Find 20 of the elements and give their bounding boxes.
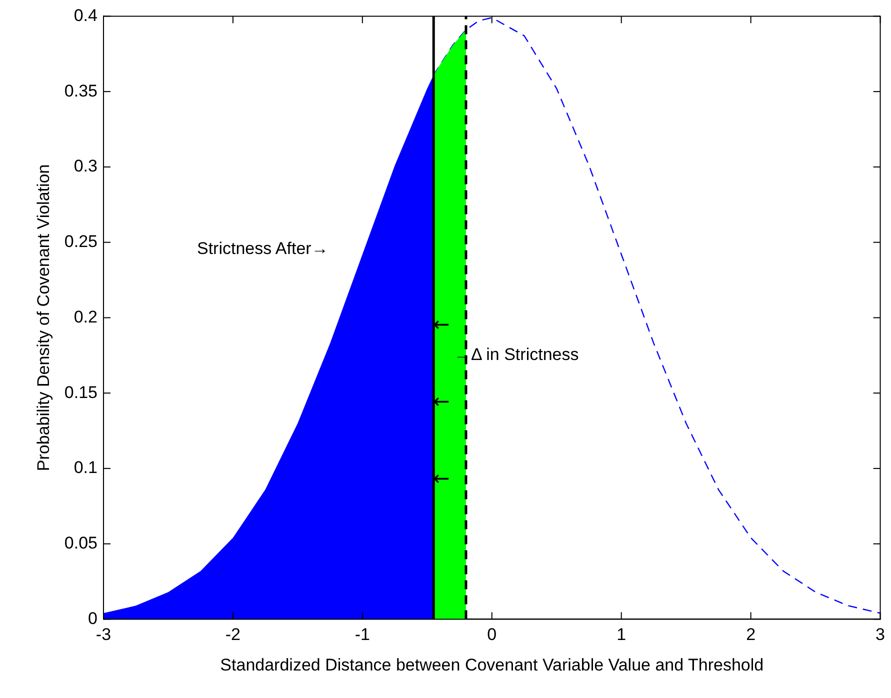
y-tick-label: 0.4: [74, 6, 98, 25]
x-tick-label: -3: [96, 625, 112, 644]
x-axis-title: Standardized Distance between Covenant Variable Value and Threshold: [220, 655, 764, 674]
y-axis-title: Probability Density of Covenant Violation: [34, 164, 53, 472]
x-tick-label: 3: [876, 625, 886, 644]
y-tick-label: 0.35: [64, 81, 98, 100]
y-tick-label: 0.15: [64, 382, 98, 402]
x-tick-label: 2: [746, 625, 756, 644]
x-tick-label: 1: [616, 625, 626, 644]
y-tick-label: 0.25: [64, 232, 98, 252]
y-tick-label: 0.1: [74, 458, 98, 478]
x-tick-label: -2: [225, 625, 241, 644]
x-tick-label: -1: [354, 625, 370, 644]
x-tick-label: 0: [487, 625, 497, 644]
y-tick-label: 0: [88, 608, 98, 628]
y-tick-label: 0.2: [74, 307, 98, 326]
annotation: Strictness After→: [197, 239, 328, 259]
line-series: [433, 17, 880, 614]
y-tick-label: 0.05: [64, 534, 98, 553]
y-tick-label: 0.3: [74, 156, 98, 176]
